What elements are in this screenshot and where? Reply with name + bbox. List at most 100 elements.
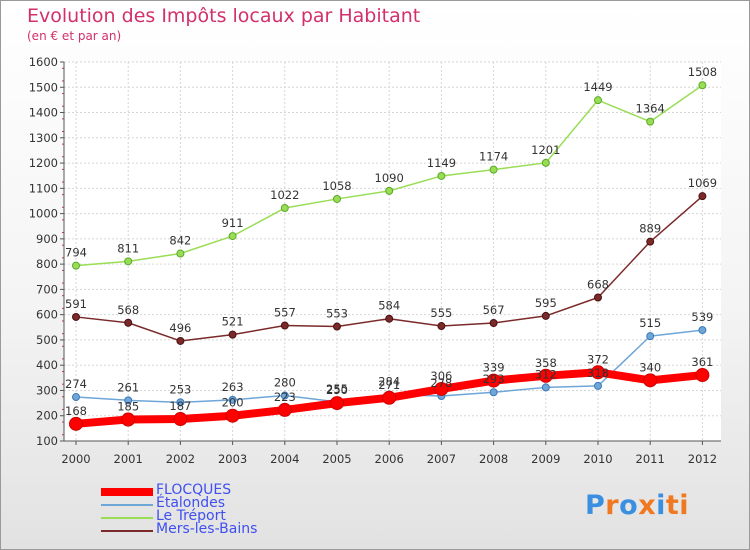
data-label: 515 <box>639 316 661 330</box>
y-tick-label: 1500 <box>29 80 58 94</box>
logo-letter: i <box>679 490 690 521</box>
y-tick-label: 1300 <box>29 131 58 145</box>
y-tick-label: 1000 <box>29 207 58 221</box>
logo-letter: P <box>585 490 606 521</box>
x-tick-label: 2009 <box>531 452 560 466</box>
y-tick-label: 1200 <box>29 156 58 170</box>
data-label: 306 <box>430 369 452 383</box>
data-point <box>434 381 449 396</box>
data-label: 1201 <box>531 143 560 157</box>
x-tick-label: 2011 <box>636 452 665 466</box>
data-label: 339 <box>483 361 505 375</box>
data-label: 372 <box>587 352 609 366</box>
data-label: 187 <box>169 399 191 413</box>
data-label: 911 <box>222 216 244 230</box>
data-point <box>176 336 185 345</box>
data-label: 794 <box>65 246 87 260</box>
x-tick-label: 2004 <box>270 452 299 466</box>
data-point <box>173 412 188 427</box>
x-tick-label: 2007 <box>427 452 456 466</box>
y-tick-label: 800 <box>36 257 58 271</box>
data-point <box>698 192 707 201</box>
data-label: 568 <box>117 303 139 317</box>
data-label: 1508 <box>688 65 717 79</box>
logo-letter: r <box>605 490 620 521</box>
data-point <box>698 326 707 335</box>
y-tick-label: 200 <box>36 409 58 423</box>
data-label: 1090 <box>375 171 404 185</box>
data-point <box>538 368 553 383</box>
data-point <box>277 402 292 417</box>
x-tick-label: 2008 <box>479 452 508 466</box>
logo-letter: o <box>619 490 639 521</box>
data-point <box>228 330 237 339</box>
data-label: 1058 <box>322 179 351 193</box>
data-point <box>695 368 710 383</box>
data-label: 811 <box>117 241 139 255</box>
data-label: 496 <box>169 321 191 335</box>
data-point <box>382 390 397 405</box>
chart-title: Evolution des Impôts locaux par Habitant <box>27 5 421 27</box>
legend-label: FLOCQUES <box>156 482 232 498</box>
data-point <box>489 319 498 328</box>
data-point <box>69 416 83 431</box>
data-label: 250 <box>326 383 348 397</box>
data-label: 263 <box>222 380 244 394</box>
logo-letter: i <box>656 490 666 521</box>
data-point <box>280 204 289 213</box>
data-point <box>437 171 446 180</box>
data-label: 557 <box>274 306 296 320</box>
y-tick-label: 1600 <box>29 55 58 69</box>
data-label: 278 <box>430 376 452 390</box>
data-point <box>176 398 185 407</box>
data-point <box>333 322 341 331</box>
y-tick-label: 100 <box>36 434 58 448</box>
logo-letter: x <box>638 490 657 521</box>
data-point <box>643 373 658 388</box>
x-tick-label: 2005 <box>322 452 351 466</box>
data-label: 1449 <box>583 80 612 94</box>
data-point <box>330 396 344 411</box>
legend-label: Étalondes <box>156 495 226 511</box>
data-point <box>489 165 498 174</box>
logo-letter: t <box>665 490 680 521</box>
data-label: 340 <box>639 360 661 374</box>
data-point <box>228 395 237 404</box>
data-label: 521 <box>222 315 244 329</box>
legend-label: Le Tréport <box>156 508 226 524</box>
data-label: 271 <box>378 378 400 392</box>
data-point <box>385 314 394 323</box>
data-point <box>176 249 185 258</box>
data-label: 185 <box>117 400 139 414</box>
data-point <box>385 186 394 195</box>
x-tick-label: 2001 <box>114 452 143 466</box>
x-tick-label: 2006 <box>375 452 404 466</box>
data-point <box>72 393 80 402</box>
data-label: 1174 <box>479 150 508 164</box>
proxiti-logo: Proxiti <box>585 490 689 521</box>
data-label: 284 <box>378 375 400 389</box>
data-point <box>486 373 501 388</box>
data-point <box>541 158 550 167</box>
data-label: 1022 <box>270 188 299 202</box>
y-tick-label: 1400 <box>29 106 58 120</box>
data-point <box>489 388 498 397</box>
data-point <box>124 396 133 405</box>
legend-swatch <box>101 517 153 519</box>
data-point <box>124 257 133 266</box>
x-tick-label: 2010 <box>583 452 612 466</box>
data-label: 591 <box>65 297 87 311</box>
legend-swatch <box>101 504 153 506</box>
data-label: 223 <box>274 390 296 404</box>
data-point <box>646 117 655 126</box>
data-point <box>646 332 655 341</box>
data-point <box>541 383 550 392</box>
y-tick-label: 900 <box>36 232 58 246</box>
data-label: 539 <box>691 310 713 324</box>
y-tick-label: 600 <box>36 308 58 322</box>
data-label: 274 <box>65 377 87 391</box>
data-point <box>280 391 289 400</box>
data-label: 358 <box>535 356 557 370</box>
data-point <box>541 311 550 320</box>
